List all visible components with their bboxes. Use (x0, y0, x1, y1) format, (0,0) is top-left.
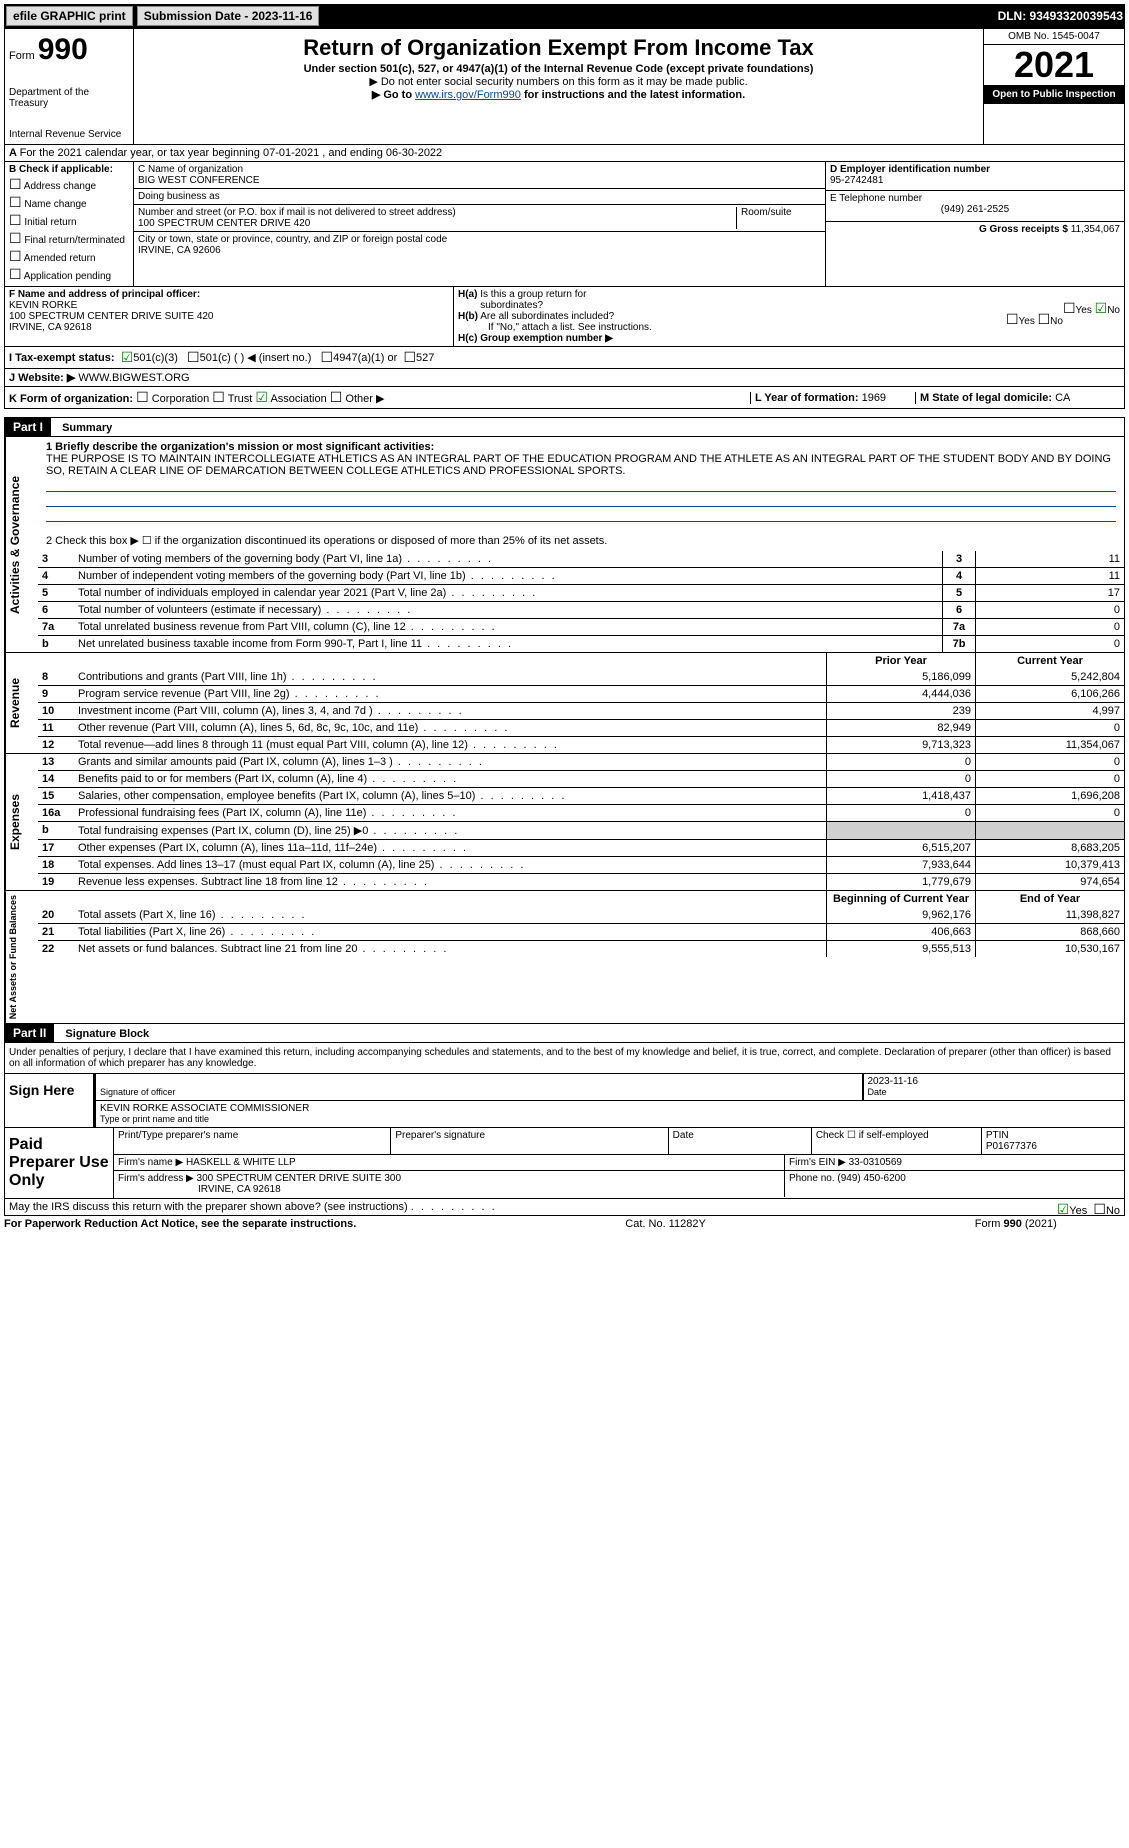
sign-date: 2023-11-16 (868, 1076, 918, 1087)
form-header: Form 990 Department of the Treasury Inte… (4, 28, 1125, 145)
check-501c3[interactable] (121, 349, 134, 366)
part1-header: Part I (5, 418, 51, 436)
firm-ein: 33-0310569 (849, 1157, 902, 1168)
check-final-return[interactable]: Final return/terminated (9, 230, 129, 247)
discuss-no-check[interactable] (1093, 1205, 1106, 1217)
table-row: bTotal fundraising expenses (Part IX, co… (38, 821, 1124, 839)
table-row: 11Other revenue (Part VIII, column (A), … (38, 719, 1124, 736)
side-net: Net Assets or Fund Balances (5, 891, 38, 1023)
part1-title: Summary (54, 422, 112, 434)
dln-label: DLN: 93493320039543 (998, 9, 1123, 23)
line-a: A For the 2021 calendar year, or tax yea… (4, 145, 1125, 162)
part2-header: Part II (5, 1024, 54, 1042)
table-row: 14Benefits paid to or for members (Part … (38, 770, 1124, 787)
net-assets-section: Net Assets or Fund Balances Beginning of… (4, 891, 1125, 1024)
check-address-change[interactable]: Address change (9, 176, 129, 193)
firm-name: HASKELL & WHITE LLP (186, 1157, 296, 1168)
tax-year: 2021 (984, 45, 1124, 85)
expenses-section: Expenses 13Grants and similar amounts pa… (4, 754, 1125, 891)
ptin: P01677376 (986, 1141, 1037, 1152)
table-row: 18Total expenses. Add lines 13–17 (must … (38, 856, 1124, 873)
officer-name: KEVIN RORKE (9, 300, 77, 311)
table-row: 15Salaries, other compensation, employee… (38, 787, 1124, 804)
part2-title: Signature Block (57, 1028, 149, 1040)
table-row: 12Total revenue—add lines 8 through 11 (… (38, 736, 1124, 753)
table-row: 7aTotal unrelated business revenue from … (38, 618, 1124, 635)
table-row: 22Net assets or fund balances. Subtract … (38, 940, 1124, 957)
table-row: 20Total assets (Part X, line 16)9,962,17… (38, 907, 1124, 923)
row-f-h: F Name and address of principal officer:… (4, 287, 1125, 347)
governance-section: Activities & Governance 1 Briefly descri… (4, 437, 1125, 653)
table-row: 19Revenue less expenses. Subtract line 1… (38, 873, 1124, 890)
row-i: I Tax-exempt status: 501(c)(3) 501(c) ( … (4, 347, 1125, 369)
org-name: BIG WEST CONFERENCE (138, 175, 260, 186)
side-governance: Activities & Governance (5, 437, 38, 652)
check-application[interactable]: Application pending (9, 266, 129, 283)
form-subtitle: Under section 501(c), 527, or 4947(a)(1)… (138, 63, 979, 75)
check-501c-other[interactable] (187, 349, 200, 366)
revenue-section: Revenue Prior Year Current Year 8Contrib… (4, 653, 1125, 754)
form-number: 990 (38, 33, 88, 66)
check-527[interactable] (403, 349, 416, 366)
officer-print-name: KEVIN RORKE ASSOCIATE COMMISSIONER (100, 1103, 309, 1114)
form-title: Return of Organization Exempt From Incom… (138, 35, 979, 61)
firm-phone: (949) 450-6200 (837, 1173, 905, 1184)
form-label: Form (9, 50, 35, 62)
row-j: J Website: ▶ WWW.BIGWEST.ORG (4, 369, 1125, 387)
table-row: 9Program service revenue (Part VIII, lin… (38, 685, 1124, 702)
table-row: 10Investment income (Part VIII, column (… (38, 702, 1124, 719)
dept-label: Department of the Treasury (9, 87, 129, 109)
table-row: 6Total number of volunteers (estimate if… (38, 601, 1124, 618)
page-footer: For Paperwork Reduction Act Notice, see … (4, 1216, 1057, 1232)
col-b: B Check if applicable: Address change Na… (5, 162, 134, 286)
org-city: IRVINE, CA 92606 (138, 245, 221, 256)
check-initial-return[interactable]: Initial return (9, 212, 129, 229)
side-revenue: Revenue (5, 653, 38, 753)
ein: 95-2742481 (830, 175, 883, 186)
check-name-change[interactable]: Name change (9, 194, 129, 211)
website-value: WWW.BIGWEST.ORG (78, 372, 189, 384)
table-row: 3Number of voting members of the governi… (38, 551, 1124, 567)
table-row: 4Number of independent voting members of… (38, 567, 1124, 584)
year-formation: 1969 (862, 392, 886, 404)
table-row: 21Total liabilities (Part X, line 26)406… (38, 923, 1124, 940)
irs-link[interactable]: www.irs.gov/Form990 (415, 89, 521, 101)
top-bar: efile GRAPHIC print Submission Date - 20… (4, 4, 1125, 28)
sign-here-label: Sign Here (5, 1074, 94, 1127)
irs-label: Internal Revenue Service (9, 129, 129, 140)
side-expenses: Expenses (5, 754, 38, 890)
discuss-yes-check[interactable] (1057, 1205, 1070, 1217)
check-amended[interactable]: Amended return (9, 248, 129, 265)
table-row: 13Grants and similar amounts paid (Part … (38, 754, 1124, 770)
gross-receipts: 11,354,067 (1071, 224, 1120, 235)
table-row: bNet unrelated business taxable income f… (38, 635, 1124, 652)
form-note2: ▶ Go to www.irs.gov/Form990 for instruct… (138, 88, 979, 101)
state-domicile: CA (1055, 392, 1070, 404)
identity-block: B Check if applicable: Address change Na… (4, 162, 1125, 287)
table-row: 16aProfessional fundraising fees (Part I… (38, 804, 1124, 821)
form-note1: ▶ Do not enter social security numbers o… (138, 75, 979, 88)
phone: (949) 261-2525 (830, 204, 1120, 215)
table-row: 5Total number of individuals employed in… (38, 584, 1124, 601)
table-row: 17Other expenses (Part IX, column (A), l… (38, 839, 1124, 856)
efile-label: efile GRAPHIC print (6, 6, 133, 26)
submission-date-button[interactable]: Submission Date - 2023-11-16 (137, 6, 320, 26)
paid-preparer-label: Paid Preparer Use Only (5, 1128, 114, 1198)
row-k: K Form of organization: Corporation Trus… (4, 387, 1125, 409)
perjury-declaration: Under penalties of perjury, I declare th… (5, 1043, 1124, 1074)
open-inspection: Open to Public Inspection (984, 85, 1124, 104)
org-address: 100 SPECTRUM CENTER DRIVE 420 (138, 218, 310, 229)
discuss-row: May the IRS discuss this return with the… (4, 1199, 1125, 1216)
omb-number: OMB No. 1545-0047 (984, 29, 1124, 45)
check-4947[interactable] (321, 349, 334, 366)
table-row: 8Contributions and grants (Part VIII, li… (38, 669, 1124, 685)
mission-text: THE PURPOSE IS TO MAINTAIN INTERCOLLEGIA… (46, 453, 1111, 477)
paid-preparer-section: Paid Preparer Use Only Print/Type prepar… (4, 1128, 1125, 1199)
